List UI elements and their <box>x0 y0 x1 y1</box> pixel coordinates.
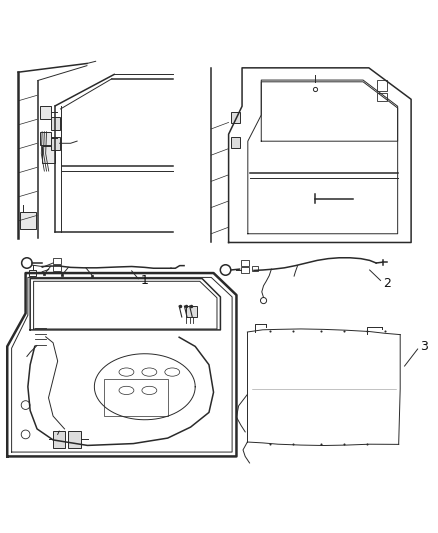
Text: 3: 3 <box>420 340 428 353</box>
Bar <box>51 137 60 150</box>
Bar <box>29 270 36 276</box>
Bar <box>40 106 51 119</box>
Bar <box>241 268 249 273</box>
Text: 2: 2 <box>383 277 391 289</box>
Bar <box>53 258 61 264</box>
Bar <box>53 431 65 448</box>
Bar <box>231 112 240 123</box>
Bar <box>20 212 35 229</box>
Bar <box>241 261 249 266</box>
Bar <box>377 93 388 101</box>
Bar <box>231 137 240 148</box>
Bar <box>186 306 197 317</box>
Bar <box>42 146 55 164</box>
Bar <box>40 132 51 145</box>
Bar <box>68 431 81 448</box>
Bar <box>103 379 168 416</box>
Bar <box>377 79 388 91</box>
Bar <box>53 265 61 271</box>
Text: 1: 1 <box>141 274 148 287</box>
Bar <box>252 265 258 271</box>
Bar <box>51 117 60 130</box>
